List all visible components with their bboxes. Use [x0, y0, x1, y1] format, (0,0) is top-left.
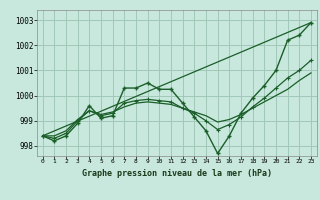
X-axis label: Graphe pression niveau de la mer (hPa): Graphe pression niveau de la mer (hPa)	[82, 169, 272, 178]
